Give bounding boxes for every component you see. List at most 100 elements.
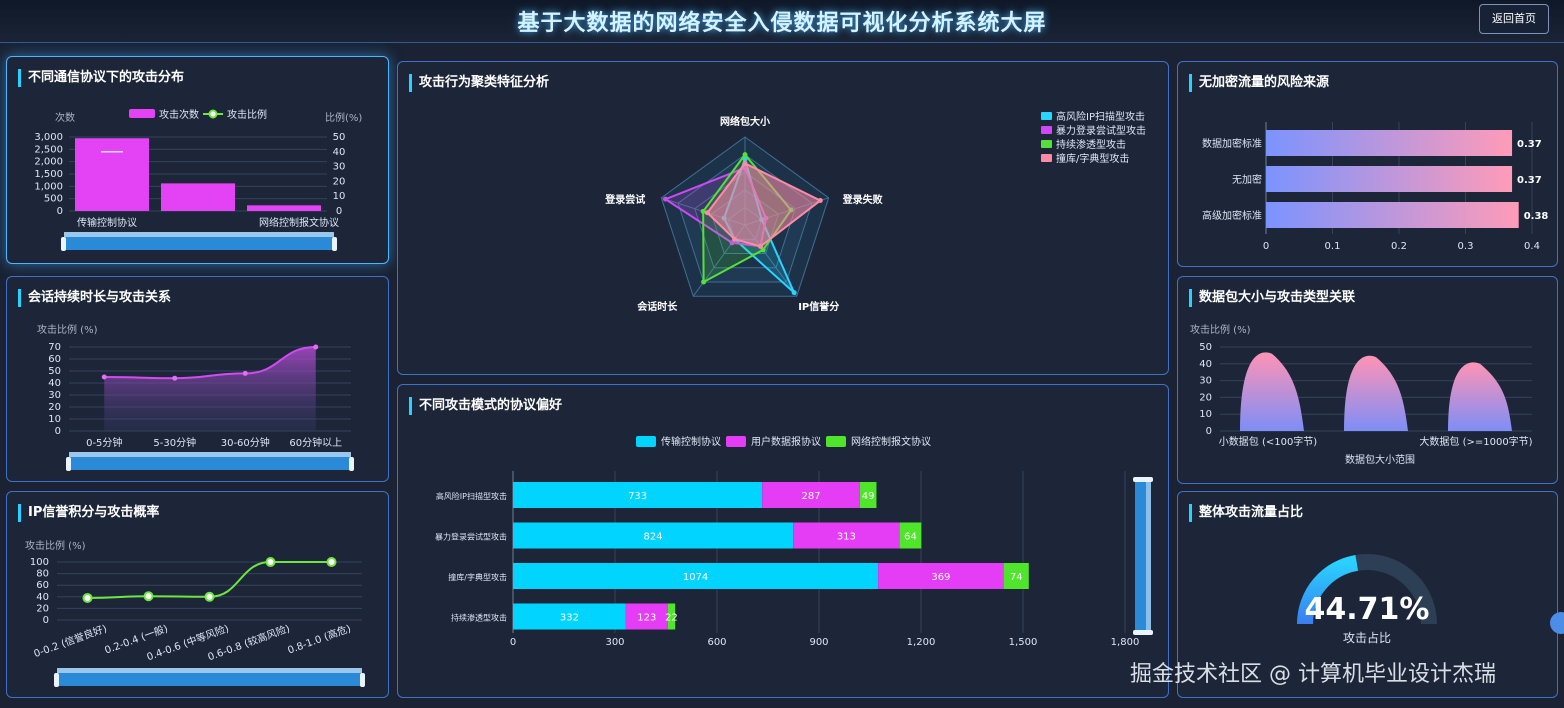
bar-value: 0.38	[1524, 211, 1549, 222]
y-tick: 0	[1206, 426, 1212, 437]
x-label: 0.8-1.0 (高危)	[286, 622, 353, 657]
data-point	[313, 344, 319, 350]
zoom-handle-top[interactable]	[1133, 477, 1153, 482]
y-tick: 70	[48, 342, 61, 353]
bar	[1266, 130, 1513, 156]
data-point	[242, 370, 248, 376]
vertical-zoom-track	[1146, 479, 1151, 633]
panel-protocol-attacks: 不同通信协议下的攻击分布 次数 比例(%) 攻击次数 攻击比例 3,000 2,5…	[6, 56, 389, 264]
zoom-handle-right[interactable]	[360, 673, 365, 687]
bar	[1448, 362, 1512, 431]
grid-lines	[57, 561, 362, 621]
y-tick: 50	[48, 366, 61, 377]
bar-segment	[899, 522, 922, 549]
bar	[161, 183, 235, 211]
bar-value: 123	[637, 613, 656, 624]
legend-swatch	[1041, 154, 1052, 162]
data-point	[204, 591, 215, 602]
bar-value: 1074	[683, 572, 708, 583]
radar-point	[742, 152, 748, 158]
y-left-label: 次数	[55, 111, 75, 124]
legend-item: 用户数据报协议	[751, 435, 821, 448]
zoom-slider-top	[57, 668, 362, 673]
bar-segment	[859, 482, 877, 508]
bars	[1240, 352, 1512, 431]
legend-ratio[interactable]: 攻击比例	[227, 108, 267, 121]
data-point	[82, 592, 93, 603]
data-point	[101, 374, 107, 380]
legend-swatch	[636, 436, 656, 447]
data-points	[101, 344, 319, 381]
x-tick: 600	[707, 637, 726, 648]
row-label: 暴力登录尝试型攻击	[435, 532, 507, 542]
x-label: 0-0.2 (信誉良好)	[32, 622, 109, 661]
bar-value: 0.37	[1517, 139, 1542, 150]
legend-swatch-count[interactable]	[129, 109, 155, 118]
zoom-slider-top	[64, 232, 334, 237]
bar-value: 369	[931, 572, 950, 583]
bar	[1344, 355, 1408, 431]
y-left-tick: 2,000	[34, 157, 63, 168]
x-label-icmp: 网络控制报文协议	[259, 216, 339, 229]
bar-value: 49	[862, 491, 875, 502]
y-tick: 80	[36, 569, 49, 580]
legend-item: 网络控制报文协议	[851, 435, 931, 448]
protocol-bar-chart: 次数 比例(%) 攻击次数 攻击比例 3,0002,5002,0001,5001…	[34, 108, 362, 251]
radar-point	[760, 247, 766, 253]
y-left-tick: 1,500	[34, 169, 63, 180]
row-label: 高级加密标准	[1202, 209, 1262, 222]
y-tick: 20	[1199, 392, 1212, 403]
y-right-ticks: 50 40 30 20 10 0	[333, 132, 346, 217]
panel-title: 无加密流量的风险来源	[1189, 74, 1329, 92]
gauge-fill	[1297, 554, 1359, 625]
x-labels: 0-0.2 (信誉良好)0.2-0.4 (一般)0.4-0.6 (中等风险)0.…	[32, 622, 353, 664]
radar-point	[662, 196, 668, 202]
bar	[1240, 352, 1304, 431]
bar-value: 287	[801, 491, 820, 502]
radar-series	[662, 152, 823, 296]
y-tick: 40	[36, 592, 49, 603]
bar-value: 74	[1010, 572, 1023, 583]
panel-cluster-radar: 攻击行为聚类特征分析 网络包大小 登录失败 IP信誉分 会话时长 登录尝试 高风险IP扫…	[397, 61, 1169, 375]
panel-protocol-preference: 不同攻击模式的协议偏好 传输控制协议 用户数据报协议 网络控制报文协议 733 287…	[397, 384, 1169, 698]
legend-count[interactable]: 攻击次数	[159, 108, 199, 121]
legend-swatch	[1041, 112, 1052, 120]
bar	[1266, 166, 1513, 192]
bar	[1266, 202, 1519, 228]
x-tick: 1,500	[1009, 637, 1038, 648]
bar-segment	[513, 603, 626, 630]
legend-marker-ratio[interactable]	[208, 109, 218, 119]
radar-series-3	[706, 162, 823, 248]
panel-title: 会话持续时长与攻击关系	[18, 289, 171, 307]
x-tick: 0	[1263, 241, 1269, 252]
area-fill	[104, 347, 316, 431]
row-label: 无加密	[1232, 173, 1262, 186]
zoom-handle-right[interactable]	[349, 457, 354, 471]
side-drawer-handle[interactable]	[1550, 612, 1564, 634]
legend-item: 传输控制协议	[661, 435, 721, 448]
bar-value: 332	[560, 613, 579, 624]
zoom-handle-right[interactable]	[332, 237, 337, 251]
x-tick: 0.4	[1524, 241, 1540, 252]
y-tick: 20	[48, 402, 61, 413]
zoom-handle-left[interactable]	[54, 673, 59, 687]
bar-segment	[513, 482, 763, 508]
zoom-handle-left[interactable]	[66, 457, 71, 471]
back-home-button[interactable]: 返回首页	[1479, 4, 1549, 34]
panel-title: 攻击行为聚类特征分析	[409, 74, 549, 92]
radar-axis-label: 登录尝试	[604, 193, 645, 206]
radar-point	[817, 198, 823, 204]
zoom-handle-left[interactable]	[61, 237, 66, 251]
zoom-slider-top	[69, 452, 351, 457]
x-label-small: 小数据包 (<100字节)	[1219, 435, 1318, 448]
legend: 传输控制协议 用户数据报协议 网络控制报文协议	[636, 435, 931, 448]
y-right-tick: 20	[333, 176, 346, 187]
y-left-tick: 0	[57, 206, 63, 217]
zoom-handle-bottom[interactable]	[1133, 630, 1153, 635]
x-label-large: 大数据包 (>=1000字节)	[1419, 435, 1532, 448]
legend-item: 撞库/字典型攻击	[1056, 152, 1129, 165]
bar-value: 313	[837, 532, 856, 543]
